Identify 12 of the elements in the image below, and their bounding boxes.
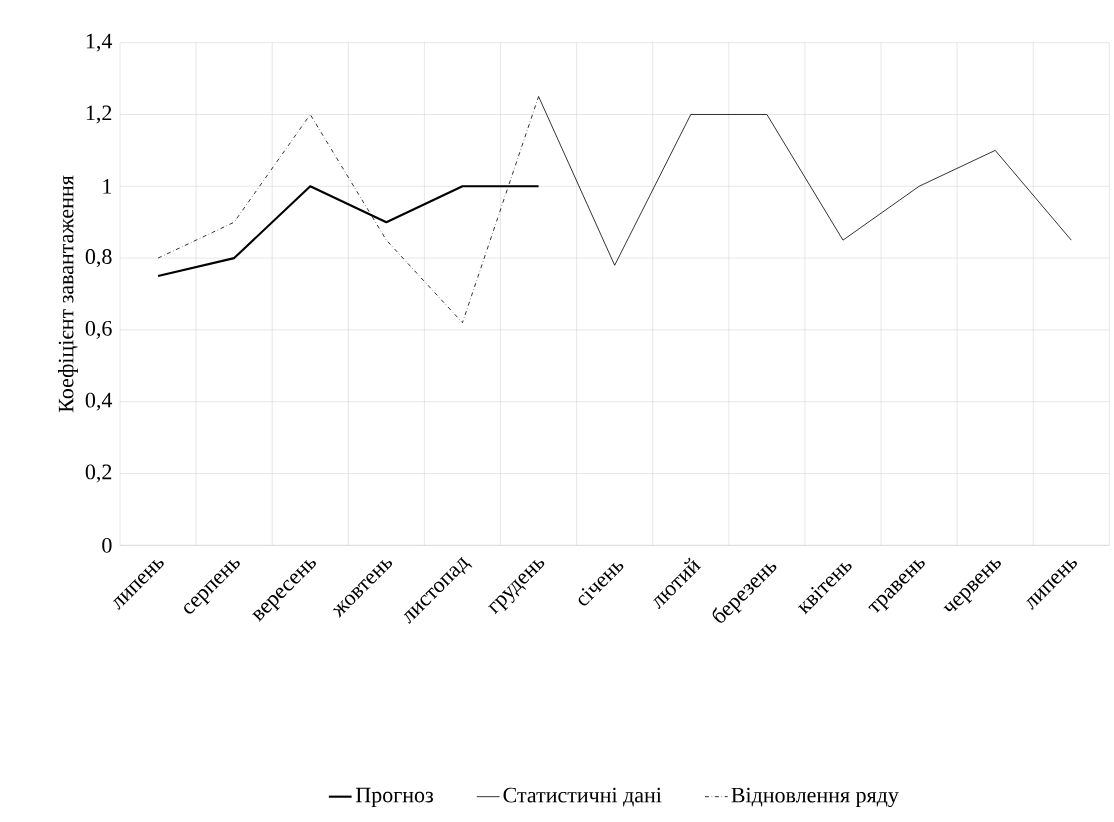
y-tick-label: 0,4 — [85, 392, 113, 411]
legend-label: Відновлення ряду — [731, 787, 899, 808]
y-tick-label: 0 — [102, 537, 112, 553]
legend-label: Статистичні дані — [503, 787, 662, 807]
y-tick-label: 1,4 — [86, 33, 113, 52]
legend-label: Прогноз — [355, 787, 433, 807]
y-tick-label: 1,2 — [86, 105, 112, 124]
y-tick-label: 0,2 — [85, 464, 112, 483]
y-tick-label: 0,8 — [85, 249, 112, 268]
y-tick-label: 1 — [103, 179, 112, 194]
y-tick-label: 0,6 — [85, 320, 112, 339]
y-axis-title: Коефіцієнт завантаження — [58, 175, 78, 413]
